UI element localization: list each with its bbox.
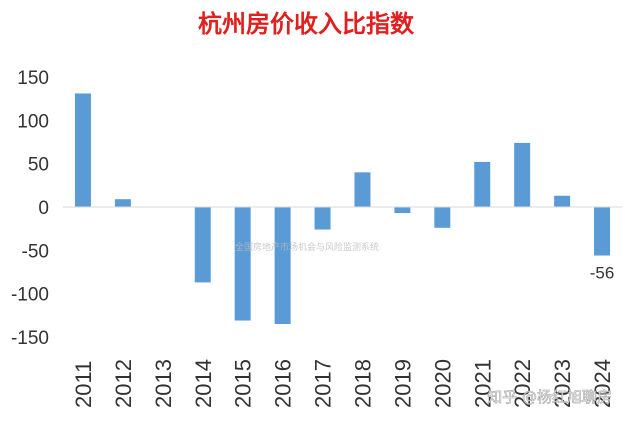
x-tick-label: 2012: [111, 359, 136, 408]
data-labels: -56: [590, 264, 615, 283]
chart-title: 杭州房价收入比指数: [198, 10, 415, 38]
x-tick-label: 2015: [231, 359, 256, 408]
x-tick-label: 2013: [151, 359, 176, 408]
bar-2021: [474, 161, 491, 207]
bar-2024: [594, 207, 611, 256]
x-axis-ticks: 2011 2012 2013 2014 2015 2016 2017 2018 2019 2020…: [71, 359, 615, 408]
bar-2022: [514, 142, 531, 207]
bar-2020: [434, 207, 451, 228]
x-tick-label: 2020: [430, 359, 455, 408]
data-label: -56: [590, 264, 615, 283]
x-tick-label: 2019: [390, 359, 415, 408]
y-tick-label: 100: [17, 111, 49, 132]
bar-2012: [114, 199, 131, 207]
center-watermark: 全国房地产市场机会与风险监测系统: [235, 241, 379, 253]
x-tick-label: 2017: [311, 359, 336, 408]
y-tick-label: 50: [28, 155, 49, 176]
y-tick-label: -50: [22, 241, 49, 262]
bar-2019: [394, 207, 411, 214]
bar-2023: [554, 195, 571, 207]
bars: [74, 93, 611, 324]
x-tick-label: 2011: [71, 361, 96, 408]
corner-watermark: 知乎 @杨红旭聊房: [487, 388, 612, 406]
y-axis-ticks: 150 100 50 0 -50 -100 -150: [11, 68, 49, 349]
x-tick-label: 2021: [470, 359, 495, 408]
y-tick-label: -100: [11, 285, 49, 306]
bar-2018: [354, 172, 371, 207]
y-tick-label: 150: [17, 68, 49, 89]
x-tick-label: 2023: [550, 359, 575, 408]
y-tick-label: 0: [38, 198, 49, 219]
bar-2017: [314, 207, 331, 230]
bar-2016: [274, 207, 291, 324]
x-tick-label: 2022: [510, 359, 535, 408]
x-tick-label: 2014: [191, 359, 216, 408]
bar-2015: [234, 207, 251, 321]
x-tick-label: 2018: [350, 359, 375, 408]
x-tick-label: 2016: [271, 359, 296, 408]
x-tick-label: 2024: [590, 359, 615, 408]
y-tick-label: -150: [11, 328, 49, 349]
bar-2014: [194, 207, 211, 283]
bar-2011: [74, 93, 91, 207]
